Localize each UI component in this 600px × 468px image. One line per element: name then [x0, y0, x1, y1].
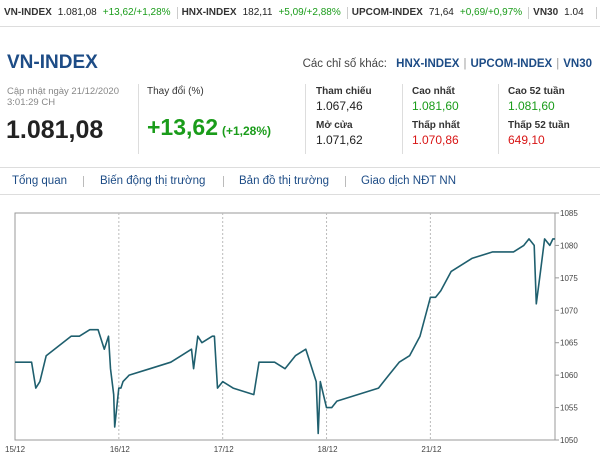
plot-frame — [14, 212, 556, 441]
link-hnx-index[interactable]: HNX-INDEX — [396, 58, 460, 70]
x-tick-label: 16/12 — [110, 445, 131, 454]
ticker-name: HNX-INDEX — [181, 7, 237, 18]
change-label: Thay đổi (%) — [147, 86, 204, 97]
link-vn30[interactable]: VN30 — [563, 58, 592, 70]
y-tick-label: 1085 — [560, 209, 578, 218]
stat-value: 649,10 — [508, 133, 545, 147]
update-time: Cập nhật ngày 21/12/2020 3:01:29 CH — [7, 86, 119, 108]
index-chart: 1050 1055 1060 1065 1070 1075 1080 1085 15/12 16/… — [0, 205, 600, 463]
y-tick-label: 1065 — [560, 339, 578, 348]
stat-label: Mở cửa — [316, 120, 353, 131]
change-value: +13,62 (+1,28%) — [147, 114, 271, 141]
ticker-value: 1.04 — [564, 7, 584, 18]
stat-low-52w: Thấp 52 tuần 649,10 — [508, 120, 570, 147]
stat-open: Mở cửa 1.071,62 — [316, 120, 363, 147]
ticker-change: +5,09/+2,88% — [278, 7, 341, 18]
tab-market-movement[interactable]: Biến động thị trường — [100, 175, 206, 187]
stat-label: Cao nhất — [412, 86, 455, 97]
stat-high-52w: Cao 52 tuần 1.081,60 — [508, 86, 565, 113]
tab-separator — [345, 176, 346, 187]
ticker-change: +0,69/+0,97% — [459, 7, 523, 18]
stat-value: 1.070,86 — [412, 133, 459, 147]
ticker-value: 1.081,08 — [57, 7, 97, 18]
stat-value: 1.081,60 — [412, 99, 459, 113]
y-tick-label: 1070 — [560, 306, 578, 315]
ticker-change: +13,62/+1,28% — [102, 7, 171, 18]
tab-foreign-trading[interactable]: Giao dịch NĐT NN — [361, 175, 457, 187]
link-separator: | — [463, 58, 467, 70]
stat-value: 1.067,46 — [316, 99, 363, 113]
stat-reference: Tham chiếu 1.067,46 — [316, 86, 372, 113]
ticker-value: 71,64 — [428, 7, 454, 18]
stat-label: Cao 52 tuần — [508, 86, 565, 97]
change-percent: (+1,28%) — [222, 124, 272, 138]
ticker-item[interactable]: UPCOM-INDEX 71,64 +0,69/+0,97% — [348, 7, 530, 19]
tab-market-map[interactable]: Bản đồ thị trường — [239, 175, 330, 187]
ticker-name: VN30 — [533, 7, 559, 18]
update-clock: 3:01:29 CH — [7, 97, 56, 108]
divider — [402, 84, 403, 154]
index-value: 1.081,08 — [6, 116, 104, 144]
series-line — [15, 238, 555, 435]
stat-high: Cao nhất 1.081,60 — [412, 86, 459, 113]
ticker-name: UPCOM-INDEX — [351, 7, 423, 18]
stat-low: Thấp nhất 1.070,86 — [412, 120, 460, 147]
y-tick-label: 1055 — [560, 404, 578, 413]
update-date: Cập nhật ngày 21/12/2020 — [7, 86, 119, 97]
y-tick-label: 1075 — [560, 274, 578, 283]
tab-overview[interactable]: Tổng quan — [12, 175, 67, 187]
stat-value: 1.071,62 — [316, 133, 363, 147]
x-tick-label: 18/12 — [318, 445, 339, 454]
other-indices: Các chỉ số khác: HNX-INDEX | UPCOM-INDEX | V… — [303, 58, 592, 70]
link-separator: | — [556, 58, 560, 70]
index-line-chart: 1050 1055 1060 1065 1070 1075 1080 1085 15/12 16/… — [5, 209, 578, 454]
x-tick-label: 17/12 — [214, 445, 235, 454]
other-indices-label: Các chỉ số khác: — [302, 58, 387, 70]
y-tick-label: 1050 — [560, 436, 578, 445]
tab-bar: Tổng quan Biến động thị trường Bản đồ th… — [0, 167, 600, 195]
divider — [498, 84, 499, 154]
link-upcom-index[interactable]: UPCOM-INDEX — [470, 58, 553, 70]
tab-separator — [223, 176, 224, 187]
divider — [305, 84, 306, 154]
page-title: VN-INDEX — [7, 52, 98, 73]
stat-label: Thấp 52 tuần — [508, 120, 570, 131]
stat-label: Thấp nhất — [412, 120, 460, 131]
y-tick-label: 1060 — [560, 371, 578, 380]
change-points: +13,62 — [147, 114, 218, 140]
x-tick-label: 15/12 — [5, 445, 26, 454]
y-tick-label: 1080 — [560, 241, 578, 250]
ticker-item[interactable]: VN30 1.04 — [529, 7, 597, 19]
ticker-name: VN-INDEX — [4, 7, 52, 18]
ticker-item[interactable]: VN-INDEX 1.081,08 +13,62/+1,28% — [0, 7, 178, 19]
ticker-item[interactable]: HNX-INDEX 182,11 +5,09/+2,88% — [178, 7, 348, 19]
index-ticker: VN-INDEX 1.081,08 +13,62/+1,28% HNX-INDEX 18… — [0, 0, 600, 27]
ticker-value: 182,11 — [242, 7, 273, 18]
tab-separator — [83, 176, 84, 187]
stat-label: Tham chiếu — [316, 86, 372, 97]
x-tick-label: 21/12 — [421, 445, 442, 454]
divider — [138, 84, 139, 154]
stat-value: 1.081,60 — [508, 99, 555, 113]
